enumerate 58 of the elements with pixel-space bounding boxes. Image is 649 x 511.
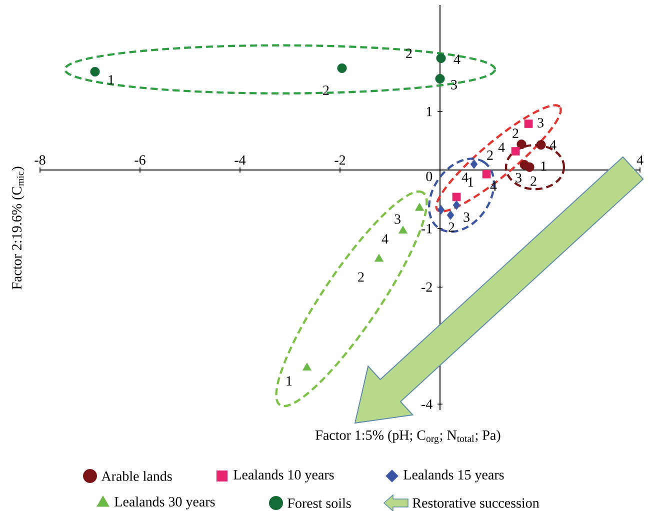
annotation: 4 (490, 182, 497, 191)
annotation: 4 (550, 140, 556, 150)
x-tick-label: 4 (636, 155, 644, 165)
point (524, 120, 533, 128)
point (398, 226, 408, 234)
point (446, 210, 454, 220)
annotation: 3 (394, 214, 400, 224)
point (302, 362, 312, 371)
point (436, 53, 446, 64)
point (536, 140, 546, 150)
annotation: 1 (468, 177, 474, 187)
y-tick-label: -1 (421, 224, 432, 234)
annotation: 3 (464, 212, 470, 222)
x-tick-label: -8 (34, 155, 46, 165)
annotation: 2 (530, 176, 536, 186)
x-tick-label: -2 (334, 155, 346, 165)
point (452, 192, 461, 202)
annotation: 4 (454, 54, 460, 64)
annotation: 2 (487, 150, 493, 160)
point (470, 159, 478, 169)
annotation: 2 (512, 128, 518, 138)
annotation: 1 (286, 376, 292, 386)
y-tick-label: -2 (421, 282, 432, 292)
point (437, 205, 445, 215)
point (516, 140, 526, 150)
annotation: 2 (448, 222, 454, 232)
y-axis-title: Factor 2:19.6% (C$_{mic}$) (12, 166, 24, 290)
legend-label: Forest soils (288, 498, 351, 508)
point (90, 66, 100, 76)
legend-label: Lealands 30 years (114, 496, 215, 510)
point (452, 200, 460, 210)
x-tick-label: -6 (134, 155, 146, 165)
annotation: 4 (462, 172, 468, 182)
annotation: 2 (358, 272, 364, 282)
y-tick-label: 1 (426, 106, 432, 116)
annotation: 2 (406, 48, 412, 58)
annotation: 3 (538, 118, 544, 128)
y-tick-label: -4 (421, 400, 432, 409)
x-axis-title: Factor 1:5% (pH; C$_{org}$; N$_{total}$; Pa) (316, 430, 500, 444)
text: Restorative succession (412, 498, 540, 508)
point (482, 170, 491, 178)
annotation: 3 (451, 80, 457, 90)
legend-label: Lealands 15 years (404, 470, 504, 482)
point (524, 162, 534, 172)
annotation: 4 (382, 234, 388, 244)
point (374, 254, 384, 262)
point (337, 63, 347, 73)
point (511, 147, 520, 156)
y-tick-label: 0 (426, 172, 432, 182)
x-tick-label: -4 (234, 155, 246, 165)
point (414, 202, 424, 211)
annotation: 4 (498, 142, 505, 152)
legend-label: Lealands 10 years (234, 470, 334, 482)
annotation: 1 (108, 75, 114, 84)
annotation: 2 (323, 86, 329, 95)
legend-label: Arable lands (101, 471, 172, 481)
point (435, 74, 445, 84)
annotation: 3 (516, 173, 522, 182)
